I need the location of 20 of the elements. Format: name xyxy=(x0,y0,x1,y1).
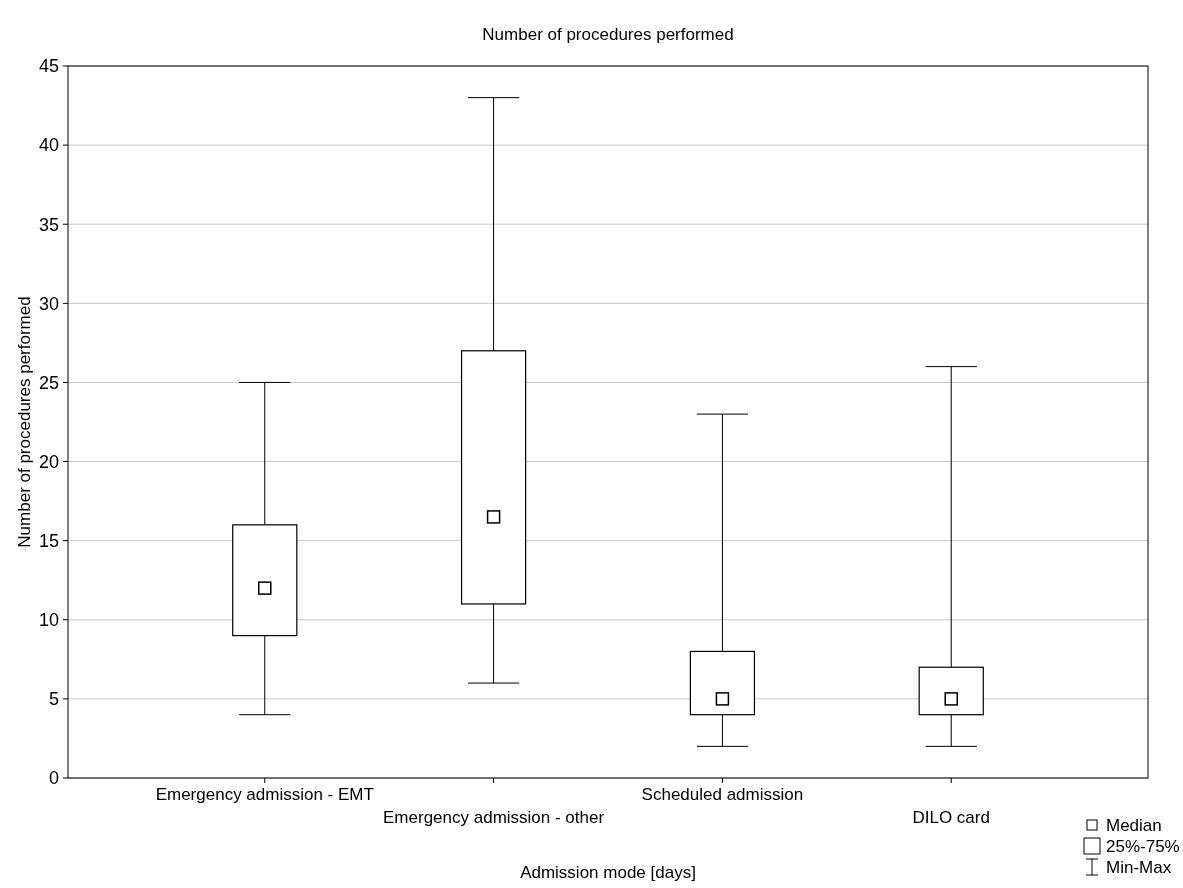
y-tick-label: 30 xyxy=(38,293,59,314)
y-tick-label: 5 xyxy=(48,689,59,710)
y-tick-label: 20 xyxy=(38,451,59,472)
x-axis-title: Admission mode [days] xyxy=(520,863,696,882)
x-tick-label: Emergency admission - EMT xyxy=(155,785,374,804)
y-tick-label: 40 xyxy=(38,135,59,156)
text: Min-Max xyxy=(1106,857,1172,877)
x-tick-label: DILO card xyxy=(912,808,990,827)
y-axis-title: Number of procedures performed xyxy=(15,296,34,548)
chart-title: Number of procedures performed xyxy=(482,25,734,44)
y-tick-label: 10 xyxy=(38,610,59,631)
y-tick-label: 35 xyxy=(38,214,59,235)
text: Median xyxy=(1106,815,1162,835)
y-tick-label: 0 xyxy=(48,768,59,789)
y-tick-label: 25 xyxy=(38,372,59,393)
y-tick-label: 15 xyxy=(38,530,59,551)
text: 25%-75% xyxy=(1106,836,1180,856)
x-tick-label: Scheduled admission xyxy=(641,785,804,804)
x-tick-label: Emergency admission - other xyxy=(383,808,605,827)
y-tick-label: 45 xyxy=(38,56,59,77)
